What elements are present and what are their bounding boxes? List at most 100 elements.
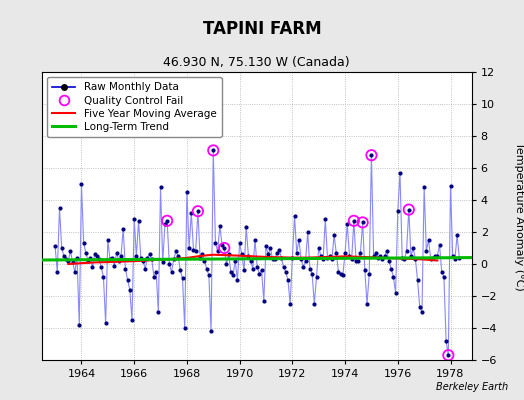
Point <box>350 218 358 224</box>
Point <box>117 253 125 259</box>
Point <box>145 251 154 258</box>
Point <box>281 269 290 275</box>
Point <box>383 248 391 254</box>
Point <box>268 256 277 262</box>
Point <box>91 251 99 258</box>
Point <box>389 274 398 280</box>
Point <box>286 301 294 307</box>
Point <box>427 256 435 262</box>
Text: TAPINI FARM: TAPINI FARM <box>203 20 321 38</box>
Point <box>205 272 213 278</box>
Point <box>73 254 81 261</box>
Point <box>279 264 288 270</box>
Point <box>84 258 92 264</box>
Point <box>102 320 110 326</box>
Point <box>413 277 422 283</box>
Point <box>121 266 129 272</box>
Point <box>229 272 237 278</box>
Point <box>400 256 409 262</box>
Point <box>86 254 94 261</box>
Point <box>398 254 407 261</box>
Point <box>110 262 118 269</box>
Point <box>53 269 61 275</box>
Point <box>411 256 420 262</box>
Point <box>420 184 428 190</box>
Point <box>231 258 239 264</box>
Point <box>194 208 202 214</box>
Point <box>196 254 204 261</box>
Point <box>198 251 206 258</box>
Point <box>189 246 198 253</box>
Point <box>126 286 134 293</box>
Point <box>277 254 286 261</box>
Point <box>240 267 248 274</box>
Point <box>275 246 283 253</box>
Point <box>310 301 319 307</box>
Point <box>64 258 72 264</box>
Point <box>453 232 461 238</box>
Point <box>244 253 253 259</box>
Point <box>314 245 323 251</box>
Point <box>288 254 297 261</box>
Point <box>396 170 404 176</box>
Text: Berkeley Earth: Berkeley Earth <box>436 382 508 392</box>
Point <box>209 147 217 154</box>
Point <box>202 266 211 272</box>
Point <box>165 261 173 267</box>
Point <box>380 253 389 259</box>
Point <box>455 254 464 261</box>
Point <box>374 254 382 261</box>
Point <box>251 237 259 243</box>
Point <box>75 322 83 328</box>
Point <box>106 256 114 262</box>
Point <box>123 277 132 283</box>
Point <box>407 253 415 259</box>
Point <box>66 248 74 254</box>
Point <box>312 274 321 280</box>
Point <box>62 256 70 262</box>
Point <box>132 253 140 259</box>
Point <box>99 274 107 280</box>
Point <box>262 243 270 250</box>
Point <box>294 237 303 243</box>
Point <box>378 256 387 262</box>
Point <box>292 250 301 256</box>
Point <box>108 254 116 261</box>
Point <box>299 264 308 270</box>
Point <box>405 206 413 213</box>
Point <box>176 267 184 274</box>
Point <box>352 258 361 264</box>
Point <box>154 309 162 315</box>
Point <box>69 259 77 266</box>
Point <box>343 221 352 227</box>
Point <box>440 274 448 280</box>
Point <box>394 208 402 214</box>
Point <box>391 290 400 296</box>
Point <box>347 256 356 262</box>
Point <box>191 248 200 254</box>
Point <box>95 256 103 262</box>
Point <box>194 208 202 214</box>
Point <box>134 218 143 224</box>
Point <box>60 253 68 259</box>
Point <box>200 258 209 264</box>
Point <box>321 216 330 222</box>
Point <box>435 242 444 248</box>
Point <box>387 266 396 272</box>
Legend: Raw Monthly Data, Quality Control Fail, Five Year Moving Average, Long-Term Tren: Raw Monthly Data, Quality Control Fail, … <box>47 77 222 137</box>
Point <box>336 270 345 277</box>
Point <box>211 240 220 246</box>
Point <box>319 256 328 262</box>
Point <box>264 251 272 258</box>
Point <box>150 274 158 280</box>
Point <box>301 258 310 264</box>
Point <box>409 245 417 251</box>
Point <box>115 258 123 264</box>
Point <box>354 258 363 264</box>
Point <box>130 216 138 222</box>
Point <box>339 272 347 278</box>
Point <box>330 232 339 238</box>
Point <box>220 245 228 251</box>
Point <box>51 243 59 250</box>
Point <box>402 248 411 254</box>
